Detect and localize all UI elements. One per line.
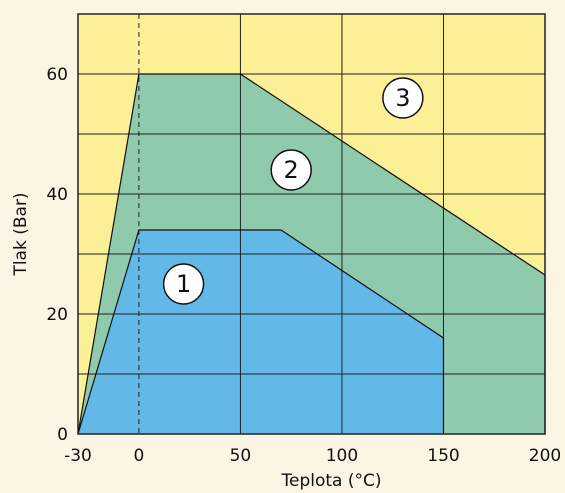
x-axis-title: Teplota (°C) bbox=[281, 471, 382, 491]
x-tick-label: 0 bbox=[133, 446, 144, 466]
zone-label-1: 1 bbox=[176, 270, 191, 298]
zone-label-2: 2 bbox=[284, 156, 299, 184]
y-tick-label: 20 bbox=[46, 305, 68, 325]
x-tick-label: 200 bbox=[529, 446, 561, 466]
plot-frame bbox=[77, 13, 546, 435]
x-tick-label: 100 bbox=[326, 446, 358, 466]
zone-label-3: 3 bbox=[395, 84, 410, 112]
x-tick-label: 150 bbox=[427, 446, 459, 466]
y-tick-label: 60 bbox=[46, 65, 68, 85]
chart-regions bbox=[78, 14, 545, 434]
x-tick-label: 50 bbox=[230, 446, 252, 466]
zone-labels: 1 2 3 bbox=[162, 77, 424, 305]
y-axis-title: Tlak (Bar) bbox=[11, 192, 31, 276]
x-tick-label: -30 bbox=[64, 446, 92, 466]
region-outline-1 bbox=[77, 229, 445, 435]
zone-circle-1 bbox=[162, 263, 205, 305]
y-tick-label: 0 bbox=[57, 425, 68, 445]
zone-circle-2 bbox=[270, 149, 312, 191]
region-outlines bbox=[77, 13, 546, 435]
zone-circle-3 bbox=[382, 77, 424, 119]
y-tick-label: 40 bbox=[46, 185, 68, 205]
